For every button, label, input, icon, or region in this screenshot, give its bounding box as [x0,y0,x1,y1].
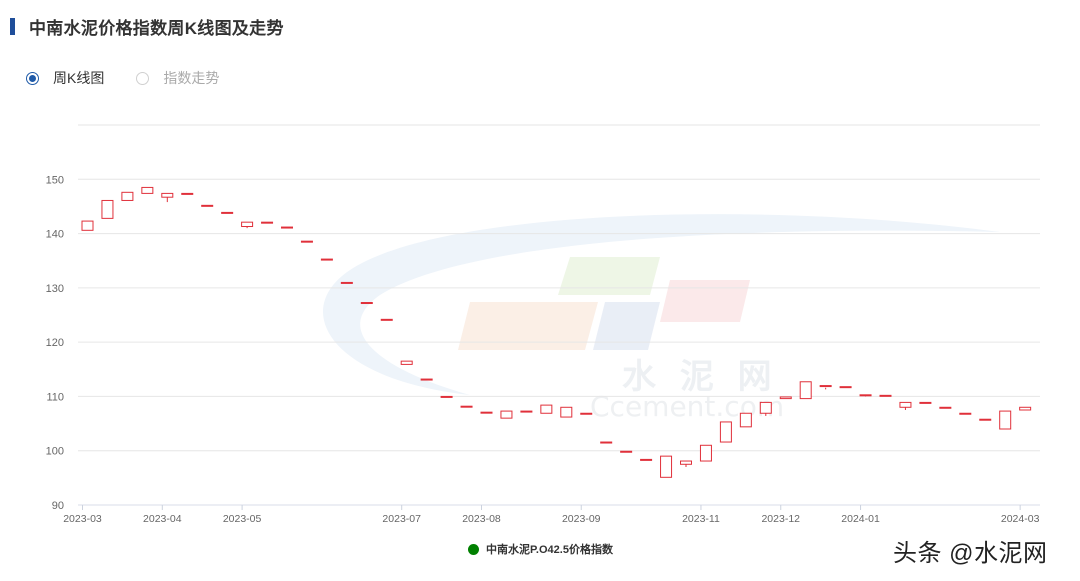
candlestick[interactable] [241,221,254,229]
candlestick[interactable] [320,258,333,282]
candlestick[interactable] [460,405,473,412]
x-tick-label: 2023-08 [462,513,501,525]
candlestick[interactable] [520,410,533,416]
candlestick[interactable] [959,412,972,420]
candlestick[interactable] [360,302,373,321]
radio-checked-icon[interactable] [26,71,39,85]
candlestick[interactable] [101,199,114,219]
candlestick[interactable] [879,394,892,403]
title-accent-bar [10,17,15,35]
candlestick[interactable] [899,401,912,410]
candlestick[interactable] [340,281,353,301]
candlestick[interactable] [1019,406,1032,411]
legend-label: 中南水泥P.O42.5价格指数 [486,544,613,556]
candlestick[interactable] [819,385,832,390]
candlestick[interactable] [141,186,154,196]
candlestick[interactable] [480,411,493,417]
candlestick[interactable] [121,191,134,201]
svg-text:Ccement.com: Ccement.com [590,390,784,423]
radio-label: 指数走势 [163,70,220,86]
x-tick-label: 2023-05 [223,513,262,525]
candlestick[interactable] [979,418,992,427]
candlestick[interactable] [600,441,613,451]
view-toggle: 周K线图 指数走势 [26,68,251,88]
radio-weekly-kline[interactable]: 周K线图 [26,68,104,88]
x-tick-label: 2024-03 [1001,513,1040,525]
candlestick[interactable] [161,192,174,203]
candlestick[interactable] [779,396,792,402]
candlestick[interactable] [859,394,872,397]
candlestick[interactable] [281,226,293,241]
candlestick[interactable] [799,381,812,400]
legend-dot-icon [468,543,479,555]
chart-legend[interactable]: 中南水泥P.O42.5价格指数 [468,541,613,557]
candlestick[interactable] [300,240,313,258]
radio-index-trend[interactable]: 指数走势 [136,68,219,88]
chart-title-bar: 中南水泥价格指数周K线图及走势 [10,14,284,38]
x-tick-label: 2023-11 [682,513,720,525]
x-tick-label: 2023-04 [143,513,182,525]
y-tick-label: 110 [46,391,64,403]
y-tick-label: 120 [46,337,64,349]
candlestick[interactable] [660,455,673,478]
page-title: 中南水泥价格指数周K线图及走势 [29,18,284,38]
candlestick[interactable] [620,450,633,458]
candlestick[interactable] [201,204,214,214]
candlestick[interactable] [640,458,653,469]
y-tick-label: 150 [46,174,64,186]
svg-text:水 泥 网: 水 泥 网 [622,357,778,397]
candlestick[interactable] [919,401,932,405]
candlestick[interactable] [580,412,593,441]
y-tick-label: 100 [46,446,64,458]
x-tick-label: 2023-12 [761,513,800,525]
y-tick-label: 90 [52,500,64,512]
candlestick[interactable] [680,460,692,467]
candlestick[interactable] [81,220,94,231]
candlestick[interactable] [699,444,712,462]
x-tick-label: 2024-01 [841,513,880,525]
x-tick-label: 2023-09 [562,513,601,525]
candlestick[interactable] [939,406,952,414]
y-tick-label: 140 [46,229,64,241]
x-tick-label: 2023-07 [382,513,421,525]
source-credit: 头条 @水泥网 [893,540,1048,567]
candlestick[interactable] [999,410,1012,430]
candlestick[interactable] [380,318,393,343]
candlestick[interactable] [500,410,513,419]
radio-label: 周K线图 [53,70,105,86]
candlestick[interactable] [400,360,413,372]
candlestick[interactable] [560,406,573,418]
candlestick[interactable] [839,386,852,395]
candlestick[interactable] [221,211,234,218]
candlestick[interactable] [719,421,732,443]
candlestick[interactable] [440,395,453,406]
candlestick[interactable] [540,404,553,417]
y-tick-label: 130 [46,283,64,295]
candlestick[interactable] [739,412,752,428]
candlestick[interactable] [181,192,194,205]
candlestick[interactable] [420,378,433,389]
candlestick[interactable] [261,221,274,227]
x-tick-label: 2023-03 [63,513,102,525]
radio-unchecked-icon[interactable] [136,71,150,85]
candlestick[interactable] [759,401,772,416]
